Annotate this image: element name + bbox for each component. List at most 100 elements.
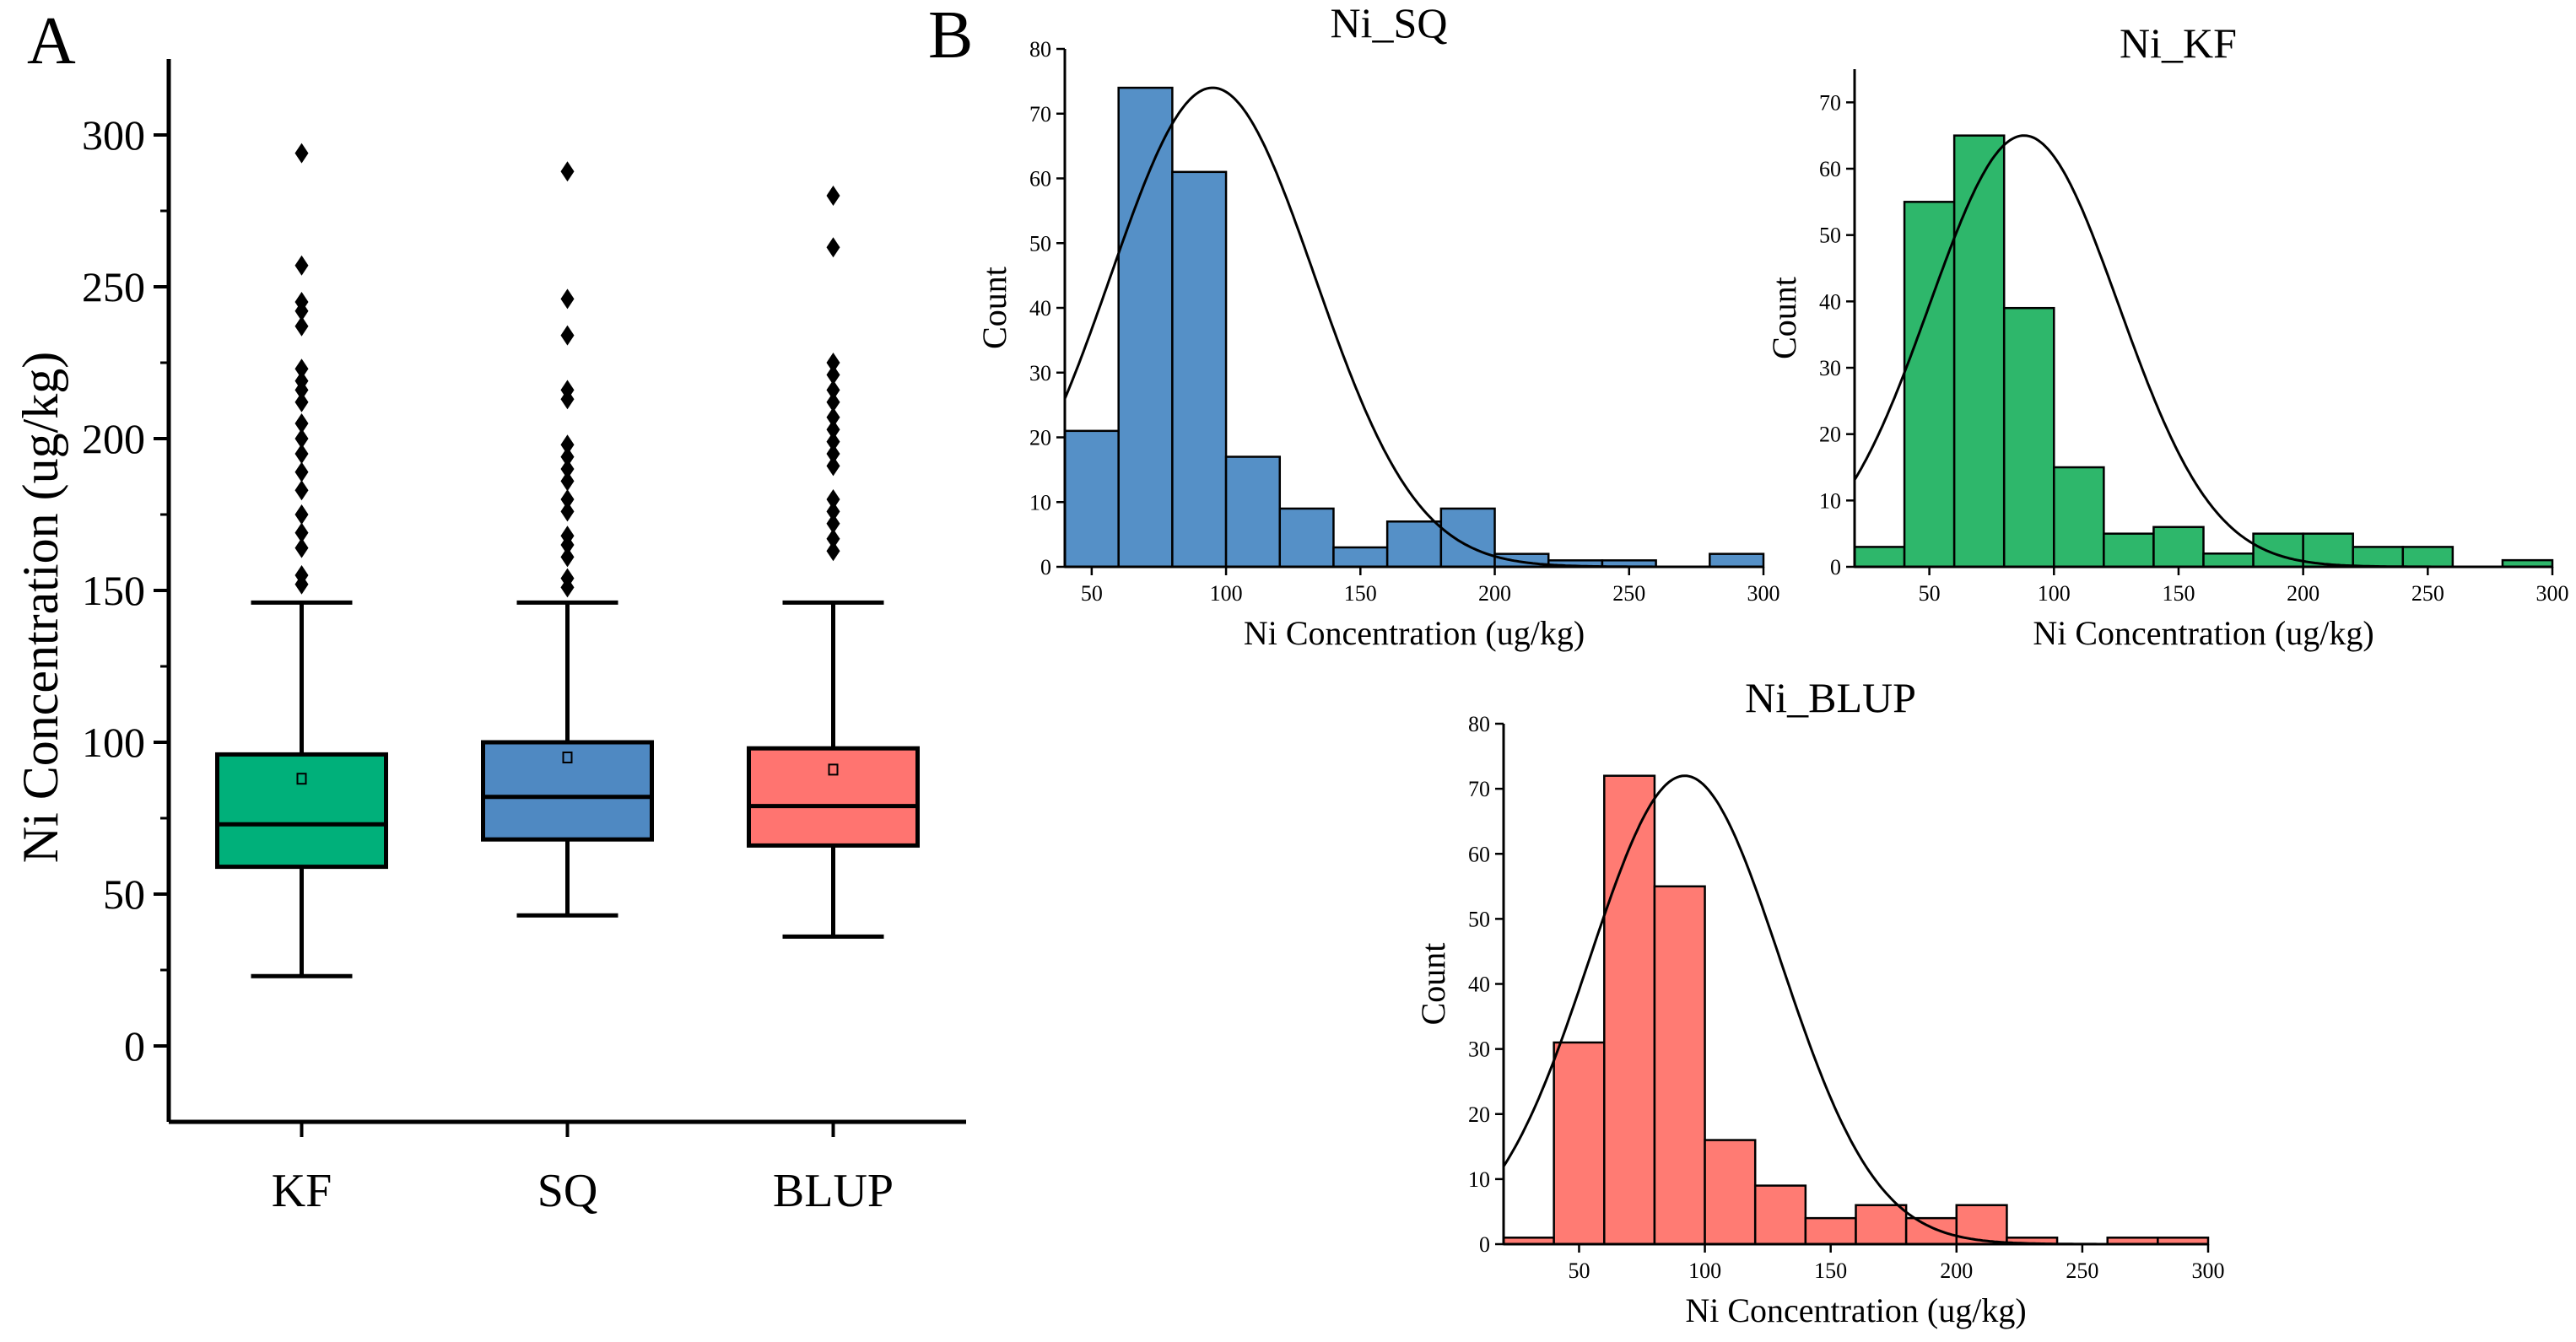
y-tick-label: 150 — [82, 567, 145, 614]
histogram-bar — [1063, 429, 1120, 569]
x-tick-label: KF — [272, 1165, 332, 1217]
mean-marker — [562, 752, 573, 763]
y-tick-label: 0 — [1830, 555, 1841, 579]
outlier-point — [294, 380, 309, 401]
histogram-bar — [1278, 507, 1335, 569]
x-axis-label: Ni Concentration (ug/kg) — [1685, 1291, 2026, 1329]
y-tick-label: 40 — [1029, 296, 1051, 321]
outlier-point — [560, 389, 575, 410]
outlier-point — [294, 255, 309, 276]
outlier-point — [826, 353, 840, 373]
x-tick-label: 150 — [1344, 581, 1377, 606]
histogram-bar — [2103, 532, 2155, 569]
outlier-point — [826, 528, 840, 549]
chart-title: Ni_KF — [2120, 19, 2237, 67]
x-tick-label: 300 — [1747, 581, 1780, 606]
y-tick-label: 20 — [1029, 426, 1051, 450]
y-tick-label: 70 — [1819, 90, 1841, 115]
panel-label-b: B — [928, 0, 973, 73]
outlier-point — [294, 537, 309, 558]
y-tick-label: 80 — [1029, 37, 1051, 62]
outlier-point — [294, 413, 309, 434]
outlier-point — [560, 501, 575, 522]
chart-title: Ni_SQ — [1331, 0, 1448, 46]
y-axis-label: Count — [1414, 943, 1452, 1026]
histogram-bar — [1439, 507, 1496, 569]
x-axis-label: Ni Concentration (ug/kg) — [1244, 614, 1585, 652]
histogram-bar — [1704, 1139, 1757, 1246]
y-tick-label: 10 — [1029, 490, 1051, 515]
x-tick-label: 100 — [2038, 581, 2071, 606]
y-tick-label: 40 — [1468, 973, 1490, 997]
y-tick-label: 50 — [1819, 224, 1841, 248]
histogram-bar — [1853, 546, 1906, 569]
x-tick-label: 300 — [2536, 581, 2569, 606]
outlier-point — [826, 419, 840, 440]
outlier-point — [294, 461, 309, 482]
chart-title: Ni_BLUP — [1745, 674, 1916, 721]
x-tick-label: SQ — [537, 1165, 598, 1217]
outlier-point — [826, 431, 840, 452]
outlier-point — [560, 161, 575, 182]
outlier-point — [826, 501, 840, 522]
x-axis-label: Ni Concentration (ug/kg) — [2033, 614, 2373, 652]
histogram-bar — [2053, 466, 2105, 569]
y-tick-label: 10 — [1819, 488, 1841, 513]
box-sq — [481, 740, 654, 842]
y-tick-label: 50 — [1468, 907, 1490, 931]
x-tick-label: 150 — [2162, 581, 2195, 606]
x-tick-label: 150 — [1814, 1258, 1847, 1283]
outlier-point — [826, 380, 840, 401]
histogram-bar — [1904, 1216, 1958, 1246]
x-tick-label: 50 — [1081, 581, 1103, 606]
y-tick-label: 60 — [1468, 842, 1490, 866]
x-tick-label: 250 — [2411, 581, 2444, 606]
box-blup — [747, 746, 920, 848]
outlier-point — [826, 455, 840, 477]
histogram-bar — [1171, 170, 1228, 569]
outlier-point — [294, 428, 309, 449]
histogram-bar — [2152, 525, 2205, 569]
x-tick-label: 100 — [1688, 1258, 1721, 1283]
x-tick-label: 50 — [1919, 581, 1941, 606]
y-tick-label: 60 — [1819, 157, 1841, 181]
y-tick-label: 20 — [1819, 423, 1841, 447]
y-tick-label: 0 — [1040, 555, 1051, 579]
box-kf — [215, 752, 388, 870]
y-tick-label: 80 — [1468, 712, 1490, 736]
x-tick-label: 300 — [2192, 1258, 2225, 1283]
histogram-ni-sq: 0 10 20 30 40 50 60 70 80 50 100 150 200 250 300 Ni_SQ N… — [975, 0, 1780, 652]
outlier-point — [560, 547, 575, 568]
x-tick-label: 200 — [1940, 1258, 1973, 1283]
outlier-point — [560, 489, 575, 509]
y-tick-label: 30 — [1029, 361, 1051, 385]
y-tick-label: 10 — [1468, 1167, 1490, 1192]
y-tick-label: 100 — [82, 719, 145, 766]
x-tick-label: 200 — [1478, 581, 1511, 606]
y-tick-label: 30 — [1468, 1037, 1490, 1062]
outlier-point — [560, 471, 575, 492]
histogram-bar — [2202, 552, 2255, 569]
y-tick-label: 70 — [1468, 777, 1490, 801]
outlier-point — [826, 391, 840, 412]
outlier-point — [826, 186, 840, 206]
histogram-bar — [1224, 455, 1282, 569]
histogram-bar — [1332, 546, 1389, 569]
mean-marker — [296, 773, 307, 785]
x-tick-label: 200 — [2287, 581, 2319, 606]
outlier-point — [826, 407, 840, 428]
x-tick-label: 250 — [1612, 581, 1645, 606]
outlier-point — [560, 288, 575, 310]
outlier-point — [294, 143, 309, 164]
histogram-bar — [1709, 552, 1765, 569]
histogram-bar — [2352, 546, 2405, 569]
outlier-point — [560, 434, 575, 455]
y-tick-label: 40 — [1819, 289, 1841, 314]
y-tick-label: 20 — [1468, 1102, 1490, 1127]
histogram-bar — [1117, 86, 1174, 569]
outlier-point — [826, 364, 840, 385]
y-tick-label: 50 — [103, 870, 145, 918]
outlier-point — [294, 358, 309, 380]
outlier-point — [560, 577, 575, 598]
